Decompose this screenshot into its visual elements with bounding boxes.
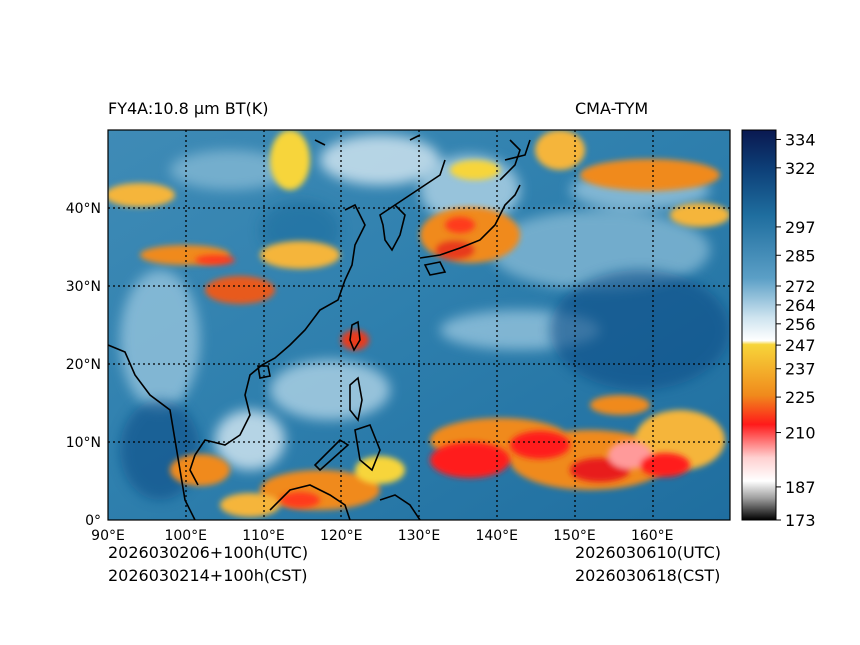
graticule (108, 130, 730, 520)
colorbar-tick-label: 264 (785, 296, 816, 315)
latitude-label: 40°N (66, 201, 101, 217)
valid-time-utc: 2026030610(UTC) (575, 543, 721, 562)
init-time-cst: 2026030214+100h(CST) (108, 566, 308, 585)
colorbar-tick-label: 173 (785, 511, 816, 530)
latitude-label: 20°N (66, 357, 101, 373)
longitude-label: 120°E (320, 528, 363, 544)
init-time-utc: 2026030206+100h(UTC) (108, 543, 309, 562)
valid-time-cst: 2026030618(CST) (575, 566, 721, 585)
colorbar-tick-label: 285 (785, 246, 816, 265)
latitude-axis: 40°N 30°N 20°N 10°N 0° (66, 201, 101, 529)
longitude-axis: 90°E 100°E 110°E 120°E 130°E 140°E 150°E 160°E (91, 528, 673, 544)
longitude-label: 110°E (242, 528, 285, 544)
longitude-label: 150°E (553, 528, 596, 544)
colorbar-tick-label: 334 (785, 130, 816, 149)
colorbar (741, 129, 777, 521)
longitude-label: 130°E (398, 528, 441, 544)
product-title: FY4A:10.8 µm BT(K) (108, 99, 269, 118)
colorbar-tick-label: 256 (785, 315, 816, 334)
cloud-layer (108, 130, 730, 517)
colorbar-tick-label: 272 (785, 277, 816, 296)
colorbar-tick-label: 297 (785, 218, 816, 237)
longitude-label: 90°E (91, 528, 125, 544)
colorbar-tick-label: 237 (785, 360, 816, 379)
colorbar-tick-label: 210 (785, 424, 816, 443)
colorbar-tick-label: 225 (785, 388, 816, 407)
colorbar-tick-label: 187 (785, 478, 816, 497)
colorbar-tick-label: 247 (785, 336, 816, 355)
map-frame (107, 129, 731, 521)
colorbar-tick-label: 322 (785, 159, 816, 178)
longitude-label: 100°E (164, 528, 207, 544)
longitude-label: 140°E (475, 528, 518, 544)
latitude-label: 0° (85, 513, 101, 529)
model-name: CMA-TYM (575, 99, 649, 118)
latitude-label: 10°N (66, 435, 101, 451)
longitude-label: 160°E (631, 528, 674, 544)
coastlines (108, 134, 531, 520)
latitude-label: 30°N (66, 279, 101, 295)
